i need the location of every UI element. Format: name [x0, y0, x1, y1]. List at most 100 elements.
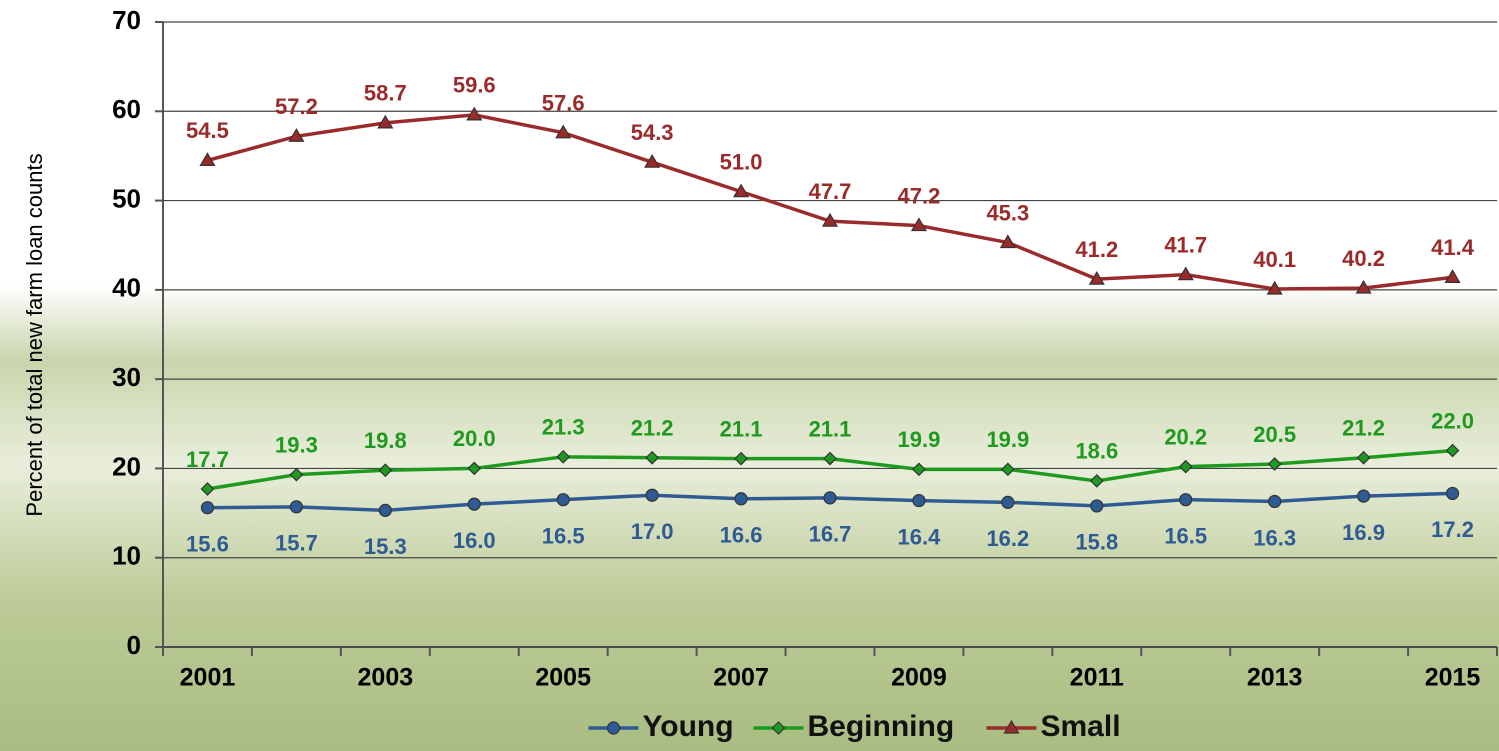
- data-point: [200, 482, 215, 496]
- legend-marker: [1003, 719, 1020, 734]
- data-label: 21.1: [809, 416, 852, 441]
- x-tick-label: 2005: [535, 664, 591, 692]
- data-label: 57.2: [275, 94, 318, 119]
- data-label: 57.6: [542, 91, 585, 116]
- data-label: 20.5: [1253, 422, 1296, 447]
- data-label: 16.5: [542, 523, 585, 548]
- data-point: [644, 153, 661, 168]
- data-point: [1177, 266, 1194, 281]
- y-tick-label: 50: [112, 183, 141, 213]
- data-label: 15.8: [1075, 530, 1118, 555]
- data-point: [556, 449, 571, 464]
- data-label: 58.7: [364, 81, 407, 106]
- data-point: [734, 451, 748, 466]
- y-tick-label: 10: [112, 541, 141, 571]
- data-label: 16.5: [1164, 523, 1207, 548]
- y-tick-label: 60: [112, 94, 141, 124]
- data-label: 40.2: [1342, 246, 1385, 271]
- x-tick-label: 2009: [891, 664, 947, 692]
- data-point: [556, 493, 570, 507]
- data-label: 22.0: [1431, 408, 1474, 433]
- data-label: 16.0: [453, 528, 496, 553]
- x-tick-label: 2013: [1247, 664, 1303, 692]
- data-label: 45.3: [986, 200, 1029, 225]
- data-point: [645, 488, 659, 502]
- data-point: [912, 493, 926, 508]
- y-axis-title: Percent of total new farm loan counts: [22, 153, 47, 516]
- data-point: [910, 217, 927, 232]
- data-label: 47.2: [898, 183, 941, 208]
- legend-label: Young: [643, 710, 734, 743]
- data-label: 40.1: [1253, 247, 1296, 272]
- data-label: 59.6: [453, 73, 496, 98]
- data-point: [1356, 450, 1371, 465]
- data-point: [1356, 489, 1371, 503]
- data-point: [821, 212, 839, 227]
- data-point: [1179, 493, 1193, 507]
- x-tick-label: 2011: [1070, 664, 1124, 692]
- data-label: 16.3: [1253, 525, 1296, 550]
- data-point: [1268, 494, 1282, 509]
- data-point: [823, 451, 837, 466]
- data-point: [1090, 499, 1104, 513]
- data-label: 47.7: [809, 179, 852, 204]
- data-point: [289, 467, 304, 482]
- data-point: [1001, 495, 1015, 509]
- x-tick-label: 2001: [180, 664, 236, 692]
- data-point: [1089, 474, 1104, 488]
- data-label: 15.3: [364, 534, 407, 559]
- y-tick-label: 30: [112, 362, 141, 392]
- legend-label: Beginning: [808, 710, 955, 743]
- data-label: 19.9: [986, 427, 1029, 452]
- data-label: 19.8: [364, 428, 407, 453]
- data-point: [645, 450, 659, 465]
- data-point: [733, 183, 750, 198]
- data-point: [1355, 279, 1372, 294]
- data-point: [377, 114, 394, 129]
- data-point: [734, 492, 748, 506]
- y-tick-label: 40: [112, 273, 141, 303]
- data-point: [999, 234, 1016, 249]
- data-label: 16.6: [720, 523, 763, 548]
- y-tick-label: 20: [112, 451, 141, 481]
- data-label: 21.2: [631, 416, 674, 441]
- legend-marker: [771, 721, 786, 735]
- data-point: [1178, 459, 1193, 474]
- data-label: 16.9: [1342, 520, 1385, 545]
- data-label: 19.9: [898, 427, 941, 452]
- data-point: [200, 501, 215, 515]
- data-label: 17.7: [186, 447, 229, 472]
- data-point: [199, 152, 216, 166]
- data-label: 51.0: [720, 149, 763, 174]
- data-point: [288, 128, 305, 142]
- data-point: [1266, 280, 1283, 295]
- data-label: 54.3: [631, 120, 674, 145]
- data-label: 15.6: [186, 532, 229, 557]
- data-label: 21.2: [1342, 416, 1385, 441]
- data-label: 15.7: [275, 531, 318, 556]
- data-label: 20.2: [1164, 424, 1207, 449]
- data-label: 41.2: [1075, 237, 1118, 262]
- data-label: 20.0: [453, 426, 496, 451]
- data-point: [466, 106, 483, 121]
- data-point: [467, 497, 481, 511]
- legend-marker: [606, 721, 621, 735]
- data-point: [378, 463, 393, 478]
- data-label: 18.6: [1075, 439, 1118, 464]
- data-label: 16.2: [986, 526, 1029, 551]
- data-point: [467, 461, 482, 476]
- data-label: 17.0: [631, 519, 674, 544]
- y-tick-label: 70: [112, 5, 141, 35]
- data-point: [1001, 462, 1015, 477]
- data-label: 16.7: [809, 522, 852, 547]
- data-label: 41.4: [1431, 235, 1475, 260]
- data-point: [823, 491, 837, 505]
- y-tick-label: 0: [127, 630, 141, 660]
- data-label: 17.2: [1431, 517, 1474, 542]
- data-point: [1445, 443, 1460, 458]
- data-point: [1088, 270, 1105, 285]
- data-point: [1444, 269, 1461, 283]
